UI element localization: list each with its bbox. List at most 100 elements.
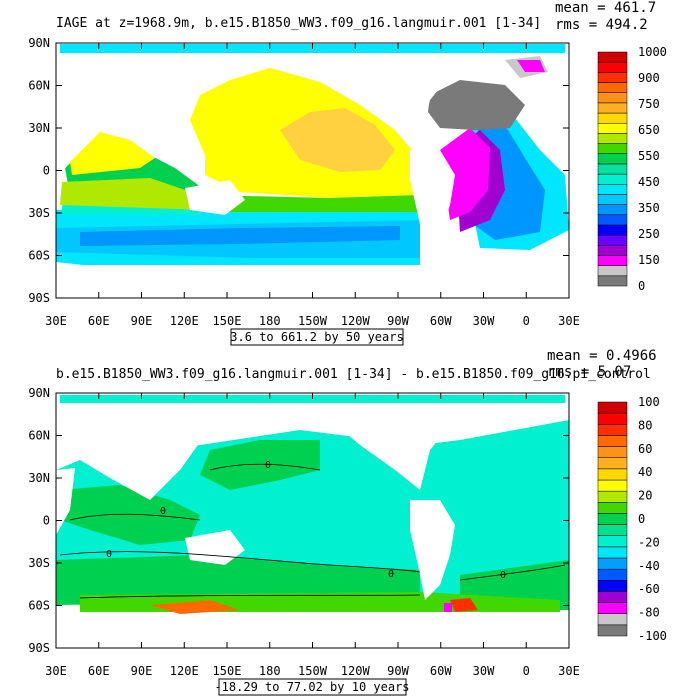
y-tick-label: 90S	[28, 641, 50, 655]
x-tick-label: 30E	[558, 664, 580, 678]
top-pacific-orange	[280, 108, 395, 172]
x-tick-label: 30E	[558, 314, 580, 328]
top-land-antarctica	[56, 265, 569, 298]
colorbar-swatch	[597, 82, 628, 93]
bottom-land-africa	[56, 468, 75, 535]
x-tick-label: 90W	[387, 664, 409, 678]
x-tick-label: 120E	[170, 314, 199, 328]
colorbar-swatch	[597, 479, 628, 492]
bottom-title: b.e15.B1850_WW3.f09_g16.langmuir.001 [1-…	[56, 367, 651, 382]
colorbar-label: 0	[638, 512, 645, 526]
colorbar-swatch	[597, 245, 628, 256]
bottom-range-label: -18.29 to 77.02 by 10 years	[214, 680, 409, 694]
top-indian-ocean-lime	[60, 178, 205, 210]
colorbar-swatch	[597, 435, 628, 447]
colorbar-swatch	[597, 194, 628, 205]
colorbar-swatch	[597, 224, 628, 236]
x-tick-label: 60E	[88, 664, 110, 678]
colorbar-label: 40	[638, 465, 652, 479]
top-north-atlantic-gray	[428, 80, 525, 130]
bottom-weddell-hot	[450, 598, 478, 612]
top-colorbar-labels: 1000 900 750 650 550 450 350 250 150 0	[638, 45, 667, 293]
contour-label: 0	[265, 460, 271, 471]
colorbar-swatch	[597, 275, 628, 287]
bottom-magenta-spot	[444, 603, 452, 612]
colorbar-swatch	[597, 163, 628, 175]
colorbar-swatch	[597, 184, 628, 195]
y-tick-label: 60N	[28, 429, 50, 443]
x-tick-label: 30E	[45, 314, 67, 328]
x-tick-label: 60W	[430, 314, 452, 328]
x-tick-label: 120W	[341, 664, 371, 678]
colorbar-swatch	[597, 61, 628, 73]
y-tick-label: 60N	[28, 79, 50, 93]
x-tick-label: 90E	[131, 314, 153, 328]
colorbar-label: 750	[638, 97, 660, 111]
x-tick-label: 60E	[88, 314, 110, 328]
x-tick-label: 120W	[341, 314, 371, 328]
bottom-land-australia	[185, 530, 245, 565]
colorbar-swatch	[597, 546, 628, 559]
top-labrador-magenta	[517, 60, 545, 72]
x-tick-label: 90W	[387, 314, 409, 328]
colorbar-swatch	[597, 122, 628, 134]
colorbar-swatch	[597, 401, 628, 414]
top-land-eurasia	[56, 55, 215, 150]
x-tick-label: 0	[523, 664, 530, 678]
colorbar-label: 0	[638, 279, 645, 293]
colorbar-swatch	[597, 133, 628, 144]
top-panel: IAGE at z=1968.9m, b.e15.B1850_WW3.f09_g…	[28, 0, 667, 346]
y-tick-label: 90S	[28, 291, 50, 305]
colorbar-swatch	[597, 502, 628, 514]
bottom-y-axis: 90N 60N 30N 0 30S 60S 90S	[28, 386, 569, 655]
bottom-colorbar	[597, 401, 628, 637]
colorbar-swatch	[597, 204, 628, 216]
top-map	[56, 43, 569, 298]
bottom-contour-2	[69, 513, 201, 521]
colorbar-swatch	[597, 143, 628, 154]
colorbar-swatch	[597, 557, 628, 570]
bottom-indian-green	[60, 485, 200, 545]
colorbar-swatch	[597, 153, 628, 165]
colorbar-swatch	[597, 92, 628, 104]
bottom-ross-sea-hot	[150, 600, 240, 614]
colorbar-label: -80	[638, 606, 660, 620]
bottom-panel: b.e15.B1850_WW3.f09_g16.langmuir.001 [1-…	[28, 348, 667, 696]
bottom-contour-1	[59, 551, 421, 573]
bottom-land-eurasia	[56, 405, 215, 500]
top-range-box	[230, 328, 404, 346]
colorbar-swatch	[597, 255, 628, 266]
y-tick-label: 30N	[28, 121, 50, 135]
top-rms: rms = 494.2	[555, 17, 648, 33]
x-tick-label: 120E	[170, 664, 199, 678]
colorbar-label: 1000	[638, 45, 667, 59]
contour-label: 0	[106, 549, 112, 560]
x-tick-label: 30E	[45, 664, 67, 678]
y-tick-label: 60S	[28, 249, 50, 263]
bottom-colorbar-labels: 100 80 60 40 20 0 -20 -40 -60 -80 -100	[638, 395, 667, 643]
top-land-australia	[185, 180, 245, 215]
colorbar-swatch	[597, 613, 628, 626]
colorbar-label: 100	[638, 395, 660, 409]
colorbar-swatch	[597, 524, 628, 536]
bottom-pacific-green	[200, 440, 320, 490]
colorbar-swatch	[597, 265, 628, 277]
top-land-north-america	[330, 55, 450, 140]
colorbar-label: -40	[638, 559, 660, 573]
top-indian-ocean-yellow	[70, 132, 155, 175]
top-deep-blue-band	[80, 226, 400, 246]
colorbar-swatch	[597, 513, 628, 525]
colorbar-swatch	[597, 112, 628, 124]
colorbar-swatch	[597, 602, 628, 614]
contour-label: 0	[500, 570, 506, 581]
y-tick-label: 0	[43, 514, 50, 528]
bottom-x-axis: 30E 60E 90E 120E 150E 180 150W 120W 90W 60W 30W 0 30…	[45, 393, 580, 678]
y-tick-label: 90N	[28, 386, 50, 400]
bottom-mean: mean = 0.4966	[547, 348, 657, 364]
colorbar-swatch	[597, 468, 628, 481]
colorbar-swatch	[597, 591, 628, 603]
colorbar-swatch	[597, 568, 628, 581]
y-tick-label: 0	[43, 164, 50, 178]
colorbar-label: -60	[638, 582, 660, 596]
